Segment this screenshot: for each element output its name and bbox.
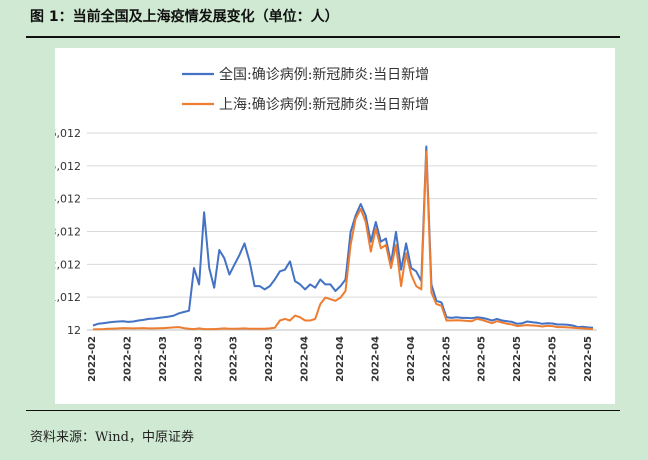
- y-tick-label: 5,012: [55, 160, 81, 173]
- x-tick-label: 2022-03: [193, 336, 204, 382]
- x-tick-label: 2022-02: [122, 336, 133, 382]
- x-tick-label: 2022-02: [87, 336, 98, 382]
- top-rule: [26, 36, 620, 38]
- figure-title: 图 1：当前全国及上海疫情发展变化（单位：人）: [30, 9, 339, 25]
- x-tick-label: 2022-04: [300, 336, 311, 382]
- x-tick-label: 2022-04: [370, 336, 381, 382]
- chart-panel: 12 1,012 2,012 3,012 4,012 5,012 6,012 全国:确诊病例:…: [55, 48, 615, 404]
- bottom-rule: [26, 410, 620, 411]
- y-tick-label: 4,012: [55, 193, 81, 206]
- series-line-2: [92, 150, 594, 331]
- y-tick-label: 2,012: [55, 258, 81, 271]
- y-tick-label: 12: [67, 324, 81, 337]
- series-line-1: [92, 145, 594, 329]
- x-tick-label: 2022-05: [441, 336, 452, 382]
- x-tick-label: 2022-04: [406, 336, 417, 382]
- x-tick-label: 2022-05: [548, 336, 559, 382]
- y-tick-label: 6,012: [55, 127, 81, 140]
- line-chart: 12 1,012 2,012 3,012 4,012 5,012 6,012 全国:确诊病例:…: [55, 66, 597, 382]
- y-tick-label: 3,012: [55, 226, 81, 239]
- x-tick-label: 2022-03: [264, 336, 275, 382]
- source-note: 资料来源：Wind，中原证券: [30, 430, 194, 445]
- x-tick-label: 2022-03: [158, 336, 169, 382]
- x-tick-label: 2022-05: [512, 336, 523, 382]
- x-tick-label: 2022-05: [477, 336, 488, 382]
- x-tick-label: 2022-04: [335, 336, 346, 382]
- y-tick-label: 1,012: [55, 291, 81, 304]
- x-tick-label: 2022-05: [583, 336, 594, 382]
- legend-label: 全国:确诊病例:新冠肺炎:当日新增: [219, 66, 429, 83]
- x-tick-label: 2022-03: [229, 336, 240, 382]
- legend-label: 上海:确诊病例:新冠肺炎:当日新增: [219, 97, 429, 113]
